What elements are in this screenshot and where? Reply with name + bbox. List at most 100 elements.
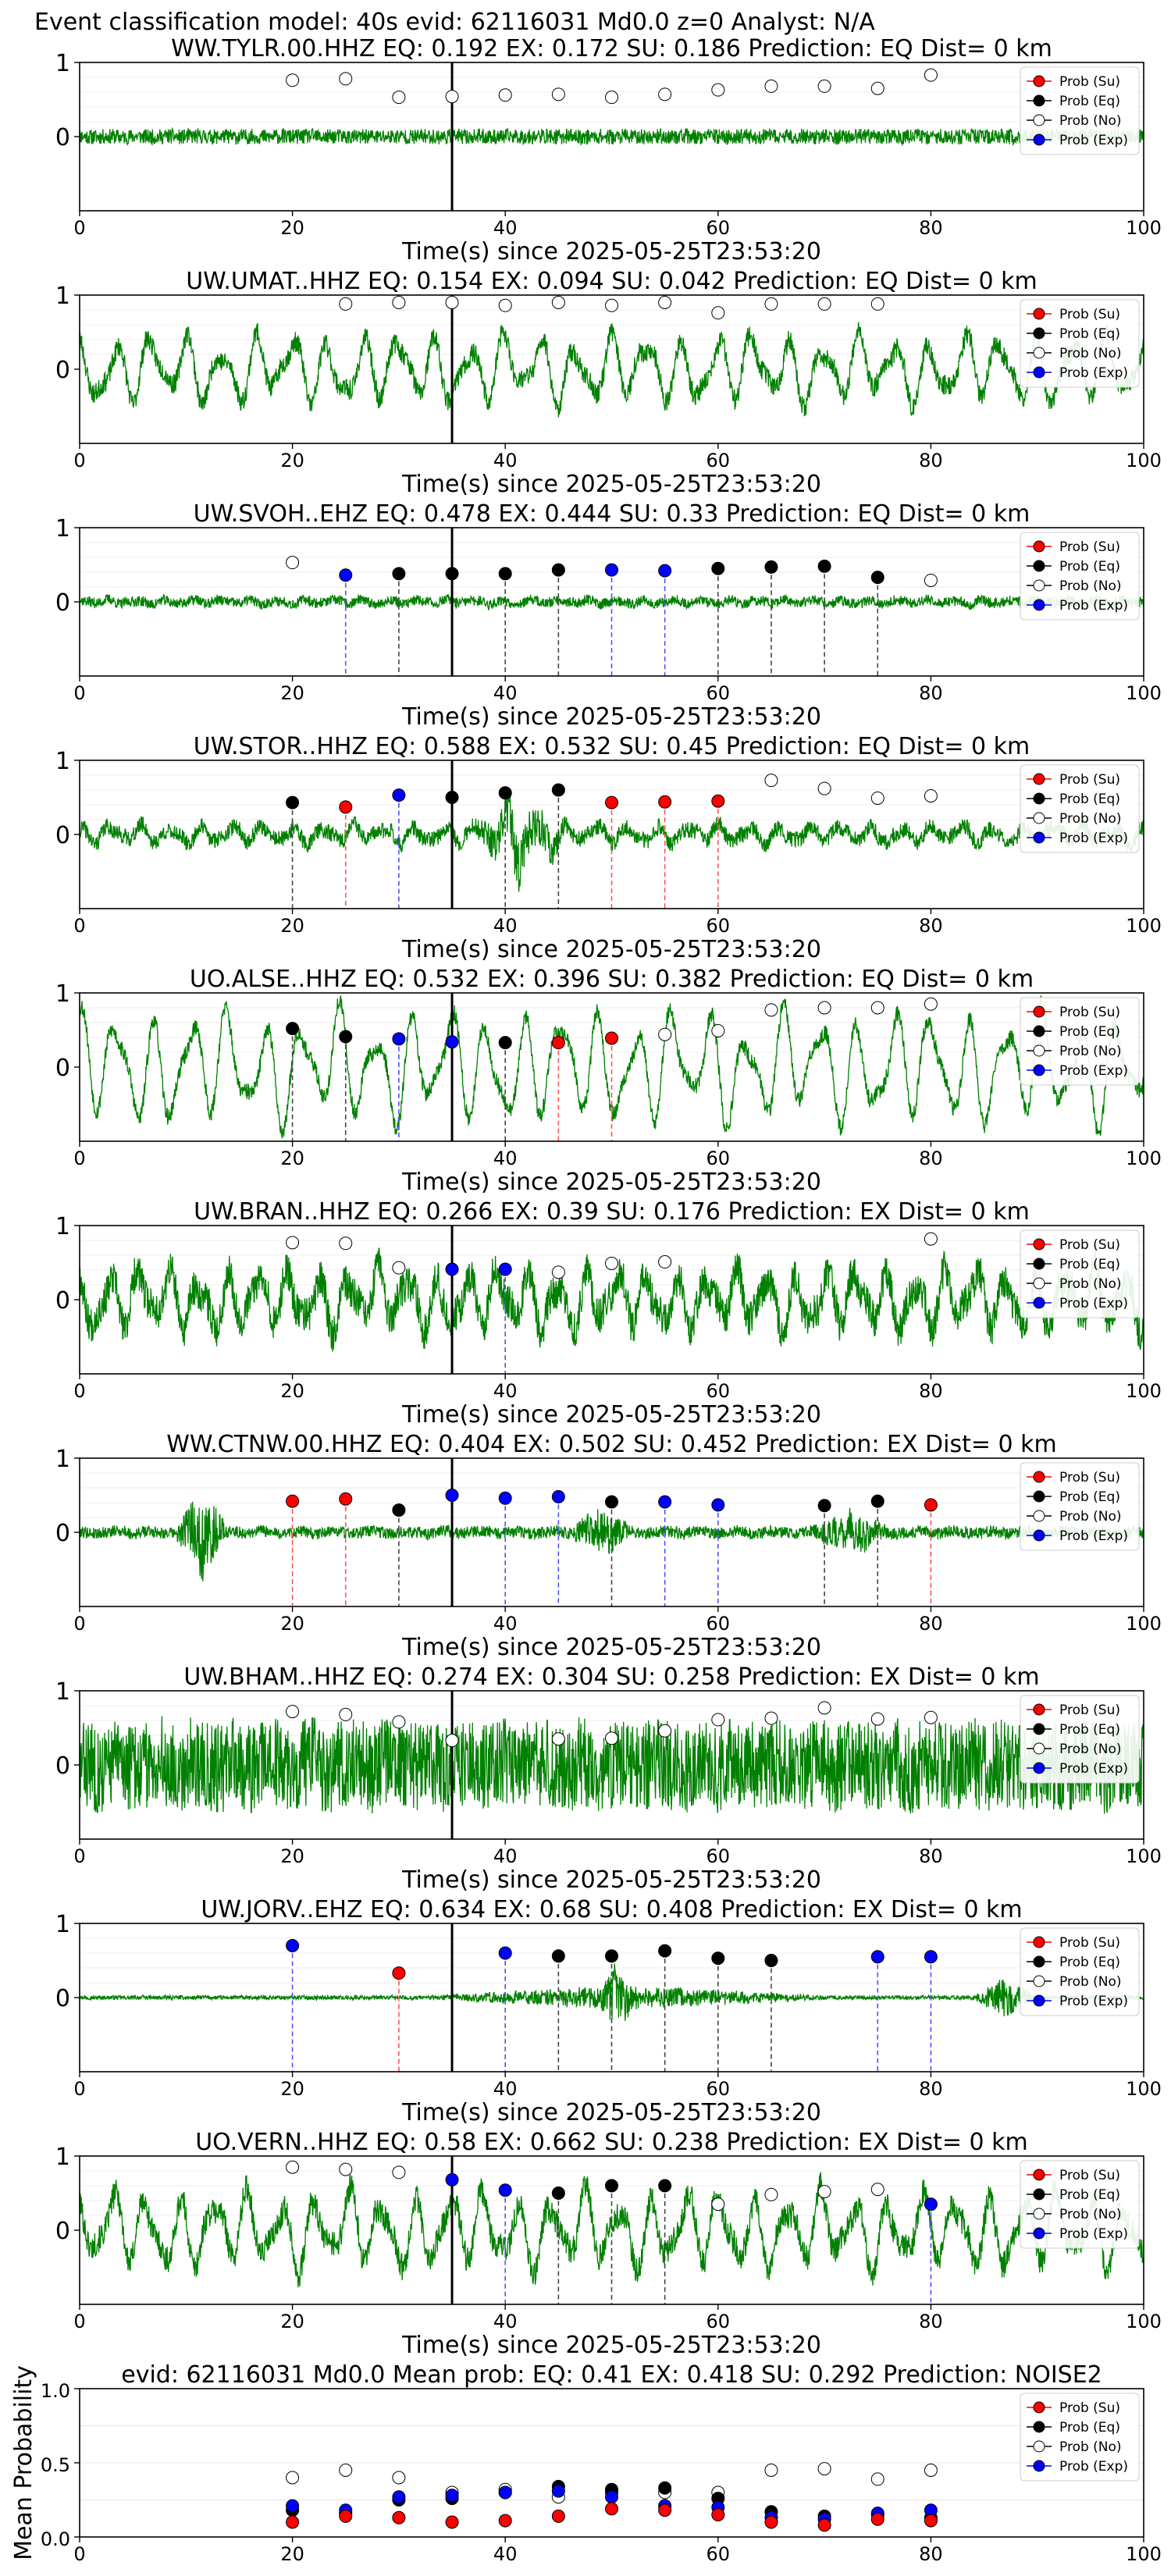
prob-point-exp xyxy=(498,1946,512,1960)
prob-point-no xyxy=(286,556,300,570)
legend-label-no: Prob (No) xyxy=(1059,113,1122,129)
prob-point-exp xyxy=(445,1035,459,1049)
x-axis-label: Time(s) since 2025-05-25T23:53:20 xyxy=(401,1866,821,1894)
prob-point-no xyxy=(339,1236,353,1251)
x-axis-label: Time(s) since 2025-05-25T23:53:20 xyxy=(401,2099,821,2126)
legend-box xyxy=(1020,1695,1140,1784)
x-axis-label: Time(s) since 2025-05-25T23:53:20 xyxy=(401,471,821,498)
legend-label-su: Prob (Su) xyxy=(1059,307,1120,322)
legend-label-exp: Prob (Exp) xyxy=(1059,2226,1128,2242)
legend-marker-eq xyxy=(1033,94,1045,107)
legend-label-eq: Prob (Eq) xyxy=(1059,1955,1120,1970)
chart-panel-8: UW.BHAM..HHZ EQ: 0.274 EX: 0.304 SU: 0.2… xyxy=(55,1663,1162,1894)
prob-point-exp xyxy=(392,1032,406,1046)
legend-label-no: Prob (No) xyxy=(1059,2207,1122,2222)
mean-prob-point-su xyxy=(924,2514,938,2528)
prob-point-exp xyxy=(445,1262,459,1276)
prob-point-no xyxy=(764,2187,778,2201)
legend-box xyxy=(1020,764,1140,853)
prob-point-eq xyxy=(817,559,831,573)
legend-marker-no xyxy=(1033,1975,1045,1987)
prob-point-no xyxy=(924,789,938,803)
legend-marker-exp xyxy=(1033,599,1045,611)
x-tick-label: 0 xyxy=(73,2078,85,2100)
x-tick-label: 20 xyxy=(280,2543,304,2565)
prob-point-su xyxy=(339,800,353,814)
mean-prob-point-su xyxy=(605,2502,618,2516)
x-tick-label: 20 xyxy=(280,915,304,937)
legend-marker-eq xyxy=(1033,1025,1045,1037)
prob-point-no xyxy=(605,1256,618,1270)
legend-label-no: Prob (No) xyxy=(1059,2439,1122,2455)
prob-point-eq xyxy=(605,1949,618,1963)
prob-point-eq xyxy=(498,786,512,800)
prob-point-su xyxy=(605,1031,618,1045)
legend-marker-eq xyxy=(1033,792,1045,805)
mean-prob-point-no xyxy=(870,2472,884,2486)
x-axis-label: Time(s) since 2025-05-25T23:53:20 xyxy=(401,238,821,265)
x-tick-label: 0 xyxy=(73,1147,85,1169)
x-tick-label: 20 xyxy=(280,450,304,471)
chart-panel-11: evid: 62116031 Md0.0 Mean prob: EQ: 0.41… xyxy=(10,2361,1162,2565)
x-tick-label: 80 xyxy=(919,682,943,704)
y-tick-label: 1 xyxy=(55,980,70,1008)
panel-title: UO.ALSE..HHZ EQ: 0.532 EX: 0.396 SU: 0.3… xyxy=(190,966,1034,993)
x-axis-label: Time(s) since 2025-05-25T23:53:20 xyxy=(401,1634,821,1661)
prob-point-eq xyxy=(392,1503,406,1517)
legend-box xyxy=(1020,2393,1140,2482)
x-tick-label: 60 xyxy=(707,915,731,937)
prob-point-no xyxy=(924,997,938,1011)
prob-point-eq xyxy=(658,1944,672,1958)
mean-prob-point-su xyxy=(392,2510,406,2524)
x-tick-label: 100 xyxy=(1126,1845,1162,1867)
legend-label-su: Prob (Su) xyxy=(1059,539,1120,555)
mean-prob-point-su xyxy=(551,2509,565,2523)
prob-point-no xyxy=(551,1732,565,1746)
legend-marker-exp xyxy=(1033,133,1045,146)
x-axis-label: Time(s) since 2025-05-25T23:53:20 xyxy=(401,2332,821,2359)
legend-label-eq: Prob (Eq) xyxy=(1059,1722,1120,1738)
prob-point-eq xyxy=(286,795,300,809)
axes-frame xyxy=(79,1225,1144,1375)
prob-point-no xyxy=(764,297,778,311)
x-tick-label: 40 xyxy=(493,915,518,937)
mean-prob-point-su xyxy=(658,2503,672,2517)
x-tick-label: 100 xyxy=(1126,2078,1162,2100)
prob-point-no xyxy=(711,306,725,320)
panel-title: WW.CTNW.00.HHZ EQ: 0.404 EX: 0.502 SU: 0… xyxy=(166,1431,1057,1458)
legend-marker-no xyxy=(1033,347,1045,359)
legend-marker-su xyxy=(1033,1936,1045,1948)
panel-title: UW.JORV..EHZ EQ: 0.634 EX: 0.68 SU: 0.40… xyxy=(201,1896,1022,1923)
prob-point-no xyxy=(445,296,459,309)
prob-point-no xyxy=(392,1261,406,1275)
waveform-trace xyxy=(79,1963,1144,2021)
prob-point-no xyxy=(445,1734,459,1748)
panel-title: UW.STOR..HHZ EQ: 0.588 EX: 0.532 SU: 0.4… xyxy=(194,733,1030,760)
prob-point-no xyxy=(764,1003,778,1017)
mean-prob-point-su xyxy=(286,2515,300,2529)
y-tick-label: 0 xyxy=(55,1055,70,1082)
legend-marker-no xyxy=(1033,1277,1045,1290)
mean-prob-point-su xyxy=(498,2514,512,2528)
prob-point-no xyxy=(817,1001,831,1015)
x-tick-label: 80 xyxy=(919,450,943,471)
legend-label-su: Prob (Su) xyxy=(1059,2400,1120,2416)
prob-point-no xyxy=(870,297,884,311)
panels: WW.TYLR.00.HHZ EQ: 0.192 EX: 0.172 SU: 0… xyxy=(10,35,1162,2565)
prob-point-exp xyxy=(924,2197,938,2211)
x-tick-label: 60 xyxy=(707,1845,731,1867)
x-tick-label: 100 xyxy=(1126,2311,1162,2332)
prob-point-no xyxy=(817,79,831,93)
legend-label-su: Prob (Su) xyxy=(1059,1005,1120,1020)
legend-label-no: Prob (No) xyxy=(1059,1276,1122,1292)
legend-marker-exp xyxy=(1033,2227,1045,2240)
legend-marker-no xyxy=(1033,114,1045,126)
prob-point-eq xyxy=(764,560,778,574)
x-tick-label: 0 xyxy=(73,217,85,239)
y-tick-label: 0 xyxy=(55,822,70,849)
legend-label-eq: Prob (Eq) xyxy=(1059,1257,1120,1272)
legend-marker-su xyxy=(1033,1703,1045,1716)
prob-point-eq xyxy=(711,1952,725,1966)
prob-point-exp xyxy=(445,1489,459,1502)
prob-point-no xyxy=(817,2185,831,2199)
